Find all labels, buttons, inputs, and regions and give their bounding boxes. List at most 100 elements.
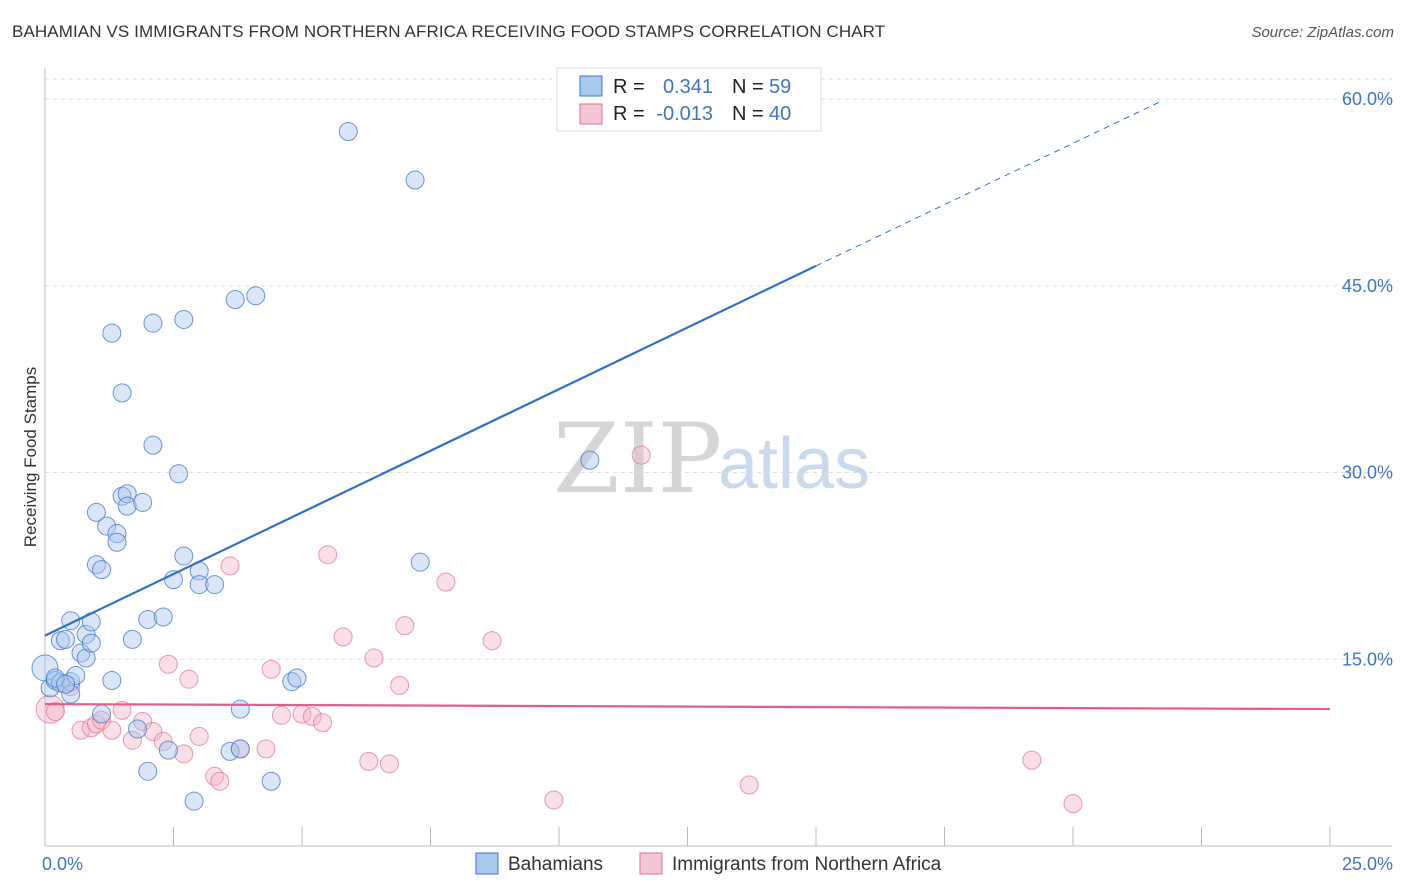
blue-point: [102, 670, 122, 690]
series-legend: Bahamians Immigrants from Northern Afric…: [475, 852, 942, 875]
pink-point: [482, 631, 502, 651]
blue-point: [138, 761, 158, 781]
blue-point: [81, 633, 101, 653]
pink-point: [92, 710, 112, 730]
pink-point: [158, 654, 178, 674]
blue-point: [405, 170, 425, 190]
pink-point: [739, 775, 759, 795]
pink-point: [189, 726, 209, 746]
pink-point: [1063, 794, 1083, 814]
source-label: Source: ZipAtlas.com: [1251, 24, 1394, 41]
blue-point: [112, 486, 132, 506]
chart-title: BAHAMIAN VS IMMIGRANTS FROM NORTHERN AFR…: [12, 22, 886, 41]
x-tick-label: 25.0%: [1342, 854, 1393, 874]
y-tick-label: 15.0%: [1342, 649, 1393, 669]
blue-point: [174, 546, 194, 566]
trend-lines: [44, 101, 1331, 711]
pink-point: [205, 766, 225, 786]
legend-pink-n-label: N =: [732, 103, 764, 125]
legend-blue-r-label: R =: [613, 76, 645, 98]
axes: [44, 68, 1392, 847]
legend-pink-r-label: R =: [613, 103, 645, 125]
blue-point: [230, 699, 250, 719]
blue-point: [230, 739, 250, 759]
pink-point: [256, 739, 276, 759]
legend-blue-swatch: [579, 75, 603, 97]
pink-point: [81, 718, 101, 738]
pink-point: [333, 627, 353, 647]
blue-point: [56, 674, 76, 694]
pink-point: [395, 616, 415, 636]
pink-point: [122, 730, 142, 750]
legend-blue-n-label: N =: [732, 76, 764, 98]
blue-point: [112, 383, 132, 403]
blue-point: [287, 668, 307, 688]
pink-point: [220, 556, 240, 576]
blue-point: [153, 607, 173, 627]
y-axis-label: Receiving Food Stamps: [21, 367, 40, 547]
legend-blue-r-value: 0.341: [663, 76, 713, 98]
blue-point: [143, 435, 163, 455]
blue-trend-line: [44, 264, 817, 637]
blue-point: [143, 313, 163, 333]
blue-point: [56, 629, 76, 649]
blue-point: [338, 121, 358, 141]
pink-point: [261, 659, 281, 679]
legend-pink-swatch: [579, 103, 603, 125]
blue-point: [133, 492, 153, 512]
blue-point: [410, 552, 430, 572]
pink-point: [179, 669, 199, 689]
blue-point: [174, 309, 194, 329]
pink-point: [1022, 750, 1042, 770]
pink-point: [544, 790, 564, 810]
pink-point: [271, 705, 291, 725]
blue-point: [107, 532, 127, 552]
y-tick-label: 30.0%: [1342, 463, 1393, 483]
blue-point: [138, 609, 158, 629]
pink-point: [390, 675, 410, 695]
pink-series-points: [35, 445, 1083, 814]
legend-pink-r-value: -0.013: [656, 103, 713, 125]
blue-point: [261, 771, 281, 791]
blue-point: [122, 629, 142, 649]
blue-trend-extension: [815, 101, 1161, 267]
blue-point: [282, 672, 302, 692]
watermark: ZIP atlas: [553, 403, 870, 515]
legend-blue-n-value: 59: [769, 76, 791, 98]
watermark-atlas: atlas: [718, 424, 870, 504]
pink-point: [102, 720, 122, 740]
blue-point: [97, 516, 117, 536]
blue-point: [45, 668, 65, 688]
x-tick-labels: 0.0% 25.0%: [42, 854, 1393, 874]
bottom-legend-pink-label: Immigrants from Northern Africa: [672, 854, 942, 875]
pink-point: [318, 545, 338, 565]
pink-point: [436, 572, 456, 592]
blue-point: [102, 323, 122, 343]
x-tick-label: 0.0%: [42, 854, 83, 874]
grid-lines: [45, 78, 1392, 660]
pink-point: [631, 445, 651, 465]
blue-point: [184, 791, 204, 811]
blue-point: [128, 719, 148, 739]
pink-point: [45, 702, 65, 722]
y-tick-label: 60.0%: [1342, 89, 1393, 109]
blue-point: [76, 624, 96, 644]
pink-point: [359, 751, 379, 771]
pink-point: [174, 744, 194, 764]
pink-point: [143, 721, 163, 741]
blue-point: [205, 575, 225, 595]
blue-point: [86, 502, 106, 522]
pink-point: [153, 731, 173, 751]
blue-point: [92, 560, 112, 580]
pink-point: [364, 648, 384, 668]
blue-point: [169, 464, 189, 484]
blue-point: [71, 643, 91, 663]
correlation-legend: R = 0.341 N = 59 R = -0.013 N = 40: [556, 67, 822, 132]
pink-point: [302, 707, 322, 727]
blue-series-points: [31, 121, 600, 811]
blue-point: [158, 740, 178, 760]
pink-point: [210, 771, 230, 791]
bottom-legend-pink-swatch: [639, 852, 663, 875]
pink-point: [112, 700, 132, 720]
